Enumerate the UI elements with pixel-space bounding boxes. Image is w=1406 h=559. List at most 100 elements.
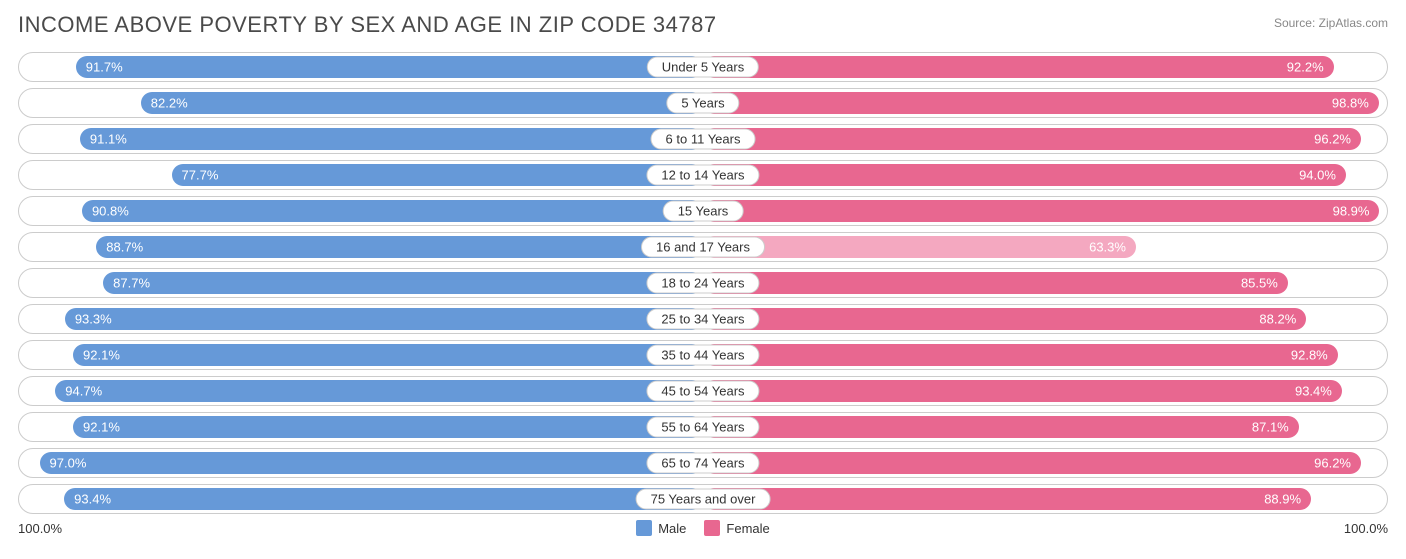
- female-pct-label: 92.8%: [1291, 348, 1328, 363]
- male-bar: 88.7%: [96, 236, 703, 258]
- male-bar: 87.7%: [103, 272, 703, 294]
- male-bar: 77.7%: [172, 164, 703, 186]
- chart-row: 91.7% 92.2%Under 5 Years: [18, 52, 1388, 82]
- male-half: 82.2%: [19, 89, 703, 117]
- male-bar: 82.2%: [141, 92, 703, 114]
- female-half: 96.2%: [703, 449, 1387, 477]
- female-pct-label: 87.1%: [1252, 420, 1289, 435]
- female-bar: 88.9%: [703, 488, 1311, 510]
- age-label: 15 Years: [663, 201, 744, 222]
- age-label: 75 Years and over: [636, 489, 771, 510]
- chart-row: 77.7%94.0%12 to 14 Years: [18, 160, 1388, 190]
- axis-label-right: 100.0%: [1344, 521, 1388, 536]
- male-pct-label: 82.2%: [151, 96, 188, 111]
- female-half: 88.9%: [703, 485, 1387, 513]
- female-bar: 92.2%: [703, 56, 1334, 78]
- male-pct-label: 77.7%: [182, 168, 219, 183]
- chart-title: INCOME ABOVE POVERTY BY SEX AND AGE IN Z…: [18, 12, 717, 38]
- male-pct-label: 88.7%: [106, 240, 143, 255]
- female-half: 63.3%: [703, 233, 1387, 261]
- axis-label-left: 100.0%: [18, 521, 62, 536]
- chart-row: 92.1% 92.8% 35 to 44 Years: [18, 340, 1388, 370]
- male-half: 77.7%: [19, 161, 703, 189]
- age-label: 45 to 54 Years: [646, 381, 759, 402]
- age-label: 55 to 64 Years: [646, 417, 759, 438]
- age-label: 25 to 34 Years: [646, 309, 759, 330]
- legend: Male Female: [62, 520, 1344, 536]
- male-pct-label: 87.7%: [113, 276, 150, 291]
- male-bar: 92.1%: [73, 416, 703, 438]
- male-half: 91.7%: [19, 53, 703, 81]
- age-label: 6 to 11 Years: [651, 129, 756, 150]
- swatch-female: [704, 520, 720, 536]
- male-bar: 91.7%: [76, 56, 703, 78]
- male-pct-label: 93.4%: [74, 492, 111, 507]
- male-pct-label: 94.7%: [65, 384, 102, 399]
- chart-row: 82.2% 98.8% 5 Years: [18, 88, 1388, 118]
- female-pct-label: 98.9%: [1333, 204, 1370, 219]
- male-bar: 94.7%: [55, 380, 703, 402]
- female-bar: 96.2%: [703, 128, 1361, 150]
- male-half: 93.4%: [19, 485, 703, 513]
- female-half: 93.4%: [703, 377, 1387, 405]
- chart-row: 92.1% 87.1% 55 to 64 Years: [18, 412, 1388, 442]
- age-label: Under 5 Years: [647, 57, 759, 78]
- legend-item-male: Male: [636, 520, 686, 536]
- male-pct-label: 91.1%: [90, 132, 127, 147]
- female-pct-label: 94.0%: [1299, 168, 1336, 183]
- female-half: 94.0%: [703, 161, 1387, 189]
- female-half: 87.1%: [703, 413, 1387, 441]
- female-half: 96.2%: [703, 125, 1387, 153]
- female-pct-label: 88.2%: [1259, 312, 1296, 327]
- female-half: 98.9%: [703, 197, 1387, 225]
- female-half: 85.5%: [703, 269, 1387, 297]
- legend-item-female: Female: [704, 520, 769, 536]
- female-pct-label: 85.5%: [1241, 276, 1278, 291]
- chart-row: 90.8% 98.9% 15 Years: [18, 196, 1388, 226]
- female-bar: 96.2%: [703, 452, 1361, 474]
- female-half: 98.8%: [703, 89, 1387, 117]
- male-half: 92.1%: [19, 341, 703, 369]
- male-pct-label: 97.0%: [50, 456, 87, 471]
- male-half: 92.1%: [19, 413, 703, 441]
- chart-row: 93.3% 88.2% 25 to 34 Years: [18, 304, 1388, 334]
- age-label: 16 and 17 Years: [641, 237, 765, 258]
- chart-row: 87.7% 85.5% 18 to 24 Years: [18, 268, 1388, 298]
- chart-header: INCOME ABOVE POVERTY BY SEX AND AGE IN Z…: [18, 12, 1388, 38]
- age-label: 35 to 44 Years: [646, 345, 759, 366]
- chart-source: Source: ZipAtlas.com: [1274, 16, 1388, 30]
- male-pct-label: 91.7%: [86, 60, 123, 75]
- female-pct-label: 88.9%: [1264, 492, 1301, 507]
- female-bar: 94.0%: [703, 164, 1346, 186]
- female-half: 88.2%: [703, 305, 1387, 333]
- female-pct-label: 98.8%: [1332, 96, 1369, 111]
- female-pct-label: 96.2%: [1314, 456, 1351, 471]
- legend-label-female: Female: [726, 521, 769, 536]
- male-pct-label: 92.1%: [83, 420, 120, 435]
- female-bar: 63.3%: [703, 236, 1136, 258]
- age-label: 18 to 24 Years: [646, 273, 759, 294]
- male-half: 94.7%: [19, 377, 703, 405]
- male-bar: 90.8%: [82, 200, 703, 222]
- female-bar: 98.8%: [703, 92, 1379, 114]
- male-bar: 93.3%: [65, 308, 703, 330]
- female-half: 92.2%: [703, 53, 1387, 81]
- male-half: 90.8%: [19, 197, 703, 225]
- female-bar: 85.5%: [703, 272, 1288, 294]
- female-bar: 93.4%: [703, 380, 1342, 402]
- chart-row: 88.7% 63.3%16 and 17 Years: [18, 232, 1388, 262]
- age-label: 65 to 74 Years: [646, 453, 759, 474]
- female-bar: 92.8%: [703, 344, 1338, 366]
- male-bar: 91.1%: [80, 128, 703, 150]
- chart-row: 93.4% 88.9% 75 Years and over: [18, 484, 1388, 514]
- male-pct-label: 93.3%: [75, 312, 112, 327]
- chart-footer: 100.0% Male Female 100.0%: [18, 520, 1388, 536]
- chart-row: 91.1% 96.2%6 to 11 Years: [18, 124, 1388, 154]
- swatch-male: [636, 520, 652, 536]
- chart-row: 97.0% 96.2% 65 to 74 Years: [18, 448, 1388, 478]
- male-bar: 92.1%: [73, 344, 703, 366]
- male-half: 88.7%: [19, 233, 703, 261]
- age-label: 5 Years: [666, 93, 739, 114]
- male-half: 87.7%: [19, 269, 703, 297]
- legend-label-male: Male: [658, 521, 686, 536]
